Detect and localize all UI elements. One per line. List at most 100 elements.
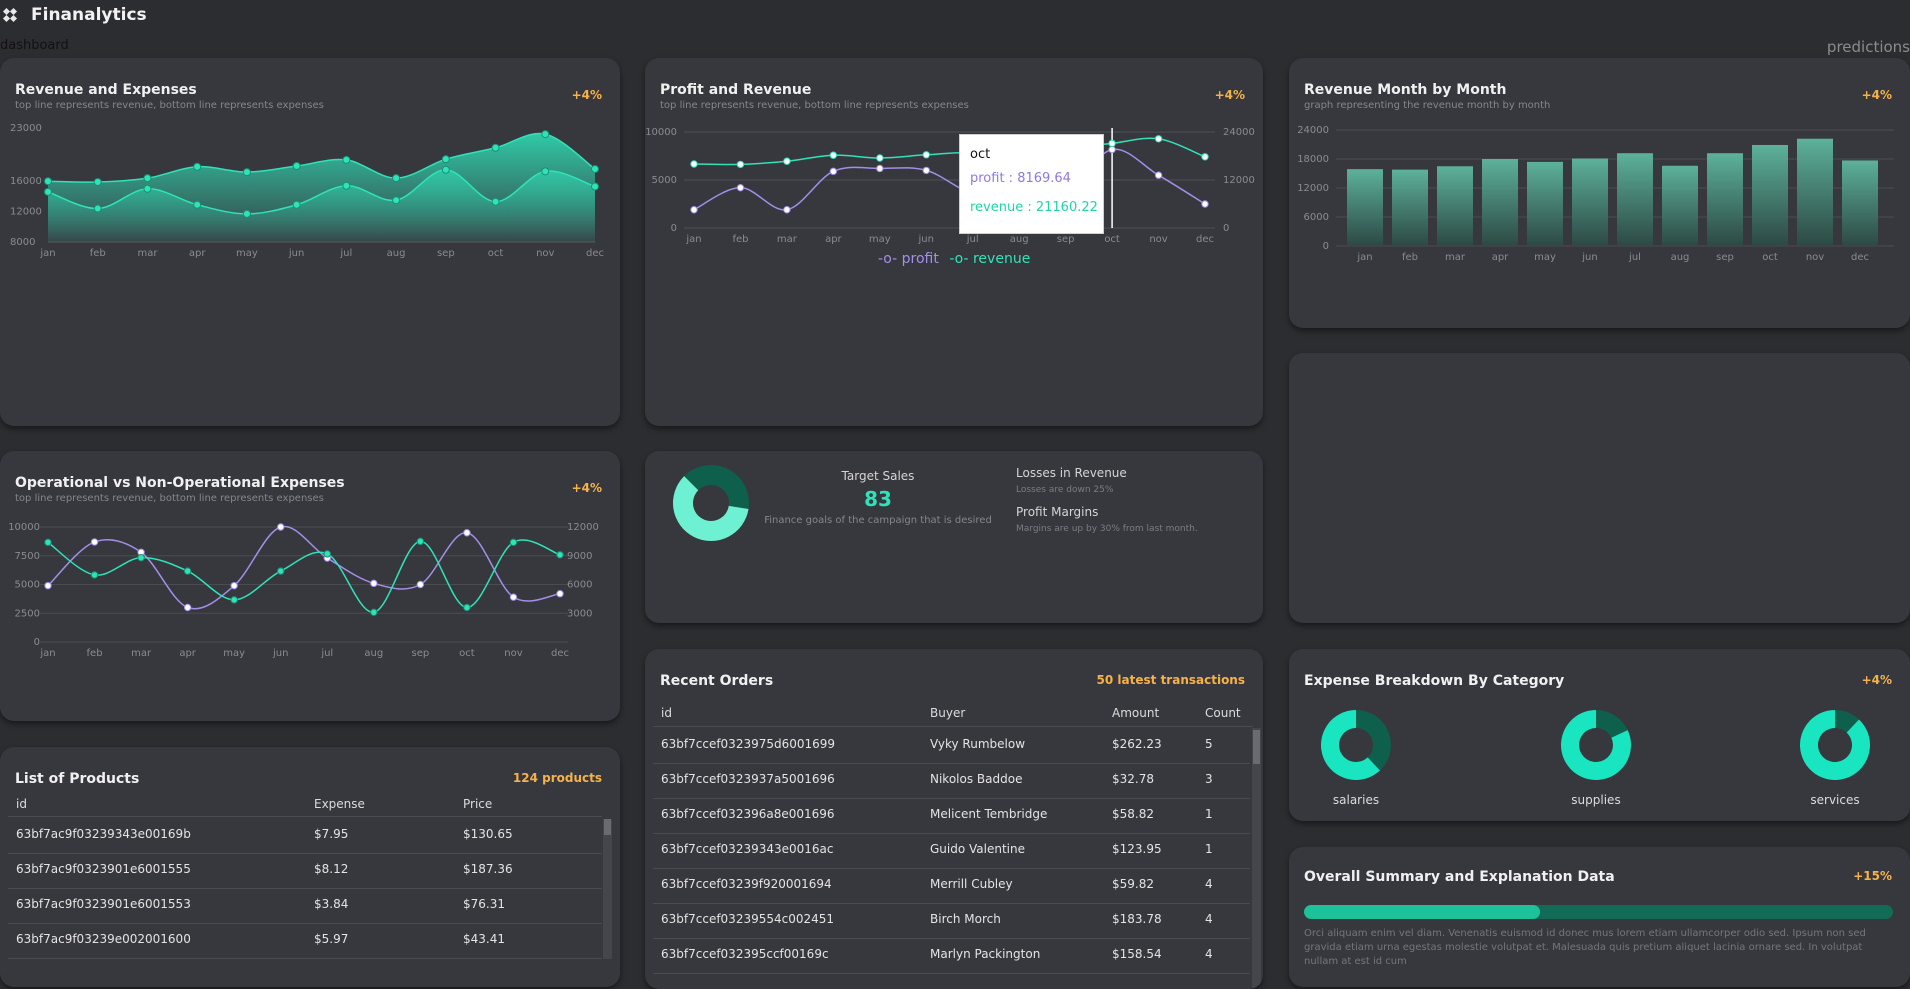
table-cell: 1	[1205, 842, 1213, 856]
donut-remainder-segment	[1835, 710, 1859, 733]
y-tick-label: 16000	[10, 176, 42, 187]
order-row[interactable]: 63bf7ccef03239554c002451 Birch Morch $183.…	[653, 903, 1250, 939]
target-sales-value: 83	[864, 487, 892, 511]
product-row[interactable]: 63bf7ac9f03239e002001600 $5.97 $43.41	[8, 923, 602, 959]
operational-point	[90, 538, 99, 546]
non-operational-point	[416, 537, 425, 546]
column-header-expense[interactable]: Expense	[314, 797, 365, 811]
profit-point	[876, 164, 884, 173]
table-cell: Guido Valentine	[930, 842, 1025, 856]
scrollbar[interactable]	[1252, 728, 1261, 988]
products-table: id Expense Price 63bf7ac9f03239343e00169…	[8, 797, 612, 987]
operational-expenses-chart[interactable]: 10000 7500 5000 2500 0 12000 9000 6000 3000 jan fe…	[0, 511, 620, 711]
operational-point	[44, 581, 52, 590]
operational-point	[230, 581, 238, 590]
revenue-bar	[1347, 169, 1383, 246]
revenue-point	[44, 177, 52, 186]
card-title: List of Products	[15, 771, 140, 787]
product-row[interactable]: 63bf7ac9f03239343e00169b $7.95 $130.65	[8, 818, 602, 854]
x-tick-label: apr	[189, 248, 206, 259]
y-tick-label: 18000	[1297, 154, 1329, 165]
order-row[interactable]: 63bf7ccef03239343e0016ac Guido Valentine $…	[653, 833, 1250, 869]
table-cell: $158.54	[1112, 947, 1162, 961]
losses-note: Losses are down 25%	[1016, 485, 1114, 495]
expense-breakdown-card: Expense Breakdown By Category +4% salari…	[1289, 649, 1910, 821]
card-subtitle: top line represents revenue, bottom line…	[660, 100, 969, 111]
operational-point	[416, 580, 425, 589]
x-tick-label: nov	[536, 248, 554, 259]
product-row[interactable]: 63bf7ac9f0323901e6001553 $3.84 $76.31	[8, 888, 602, 924]
x-tick-label: jul	[1628, 252, 1641, 263]
legend-revenue[interactable]: revenue	[972, 251, 1031, 267]
y-tick-label-left: 5000	[15, 580, 40, 591]
expenses-point	[193, 200, 202, 209]
revenue-bar	[1797, 138, 1833, 246]
y-tick-label-left: 5000	[652, 175, 677, 186]
column-header-amount[interactable]: Amount	[1112, 706, 1160, 720]
expenses-point	[93, 204, 102, 213]
table-cell: 63bf7ac9f03239e002001600	[16, 932, 191, 946]
legend-profit[interactable]: profit	[901, 251, 939, 267]
nav-link-dashboard[interactable]: dashboard	[0, 38, 69, 53]
order-row[interactable]: 63bf7ccef032395ccf00169c Marlyn Packingto…	[653, 938, 1250, 974]
non-operational-point	[556, 551, 564, 559]
profit-point	[783, 206, 791, 214]
operational-point	[556, 590, 564, 598]
services-donut	[1800, 710, 1870, 780]
table-cell: $187.36	[463, 862, 513, 876]
summary-card: Overall Summary and Explanation Data +15…	[1289, 847, 1910, 987]
salaries-donut	[1321, 710, 1391, 780]
donut-value-segment	[673, 476, 749, 541]
revenue-bar	[1707, 153, 1743, 246]
y-tick-label-right: 0	[1223, 223, 1229, 234]
revenue-expenses-chart[interactable]: 23000 16000 12000 8000 jan feb mar apr may jun jul…	[0, 118, 620, 338]
column-header-buyer[interactable]: Buyer	[930, 706, 966, 720]
app-title: Finanalytics	[31, 5, 147, 25]
x-tick-label: dec	[1851, 252, 1869, 263]
scrollbar-thumb[interactable]	[1253, 730, 1260, 764]
column-header-id[interactable]: id	[661, 706, 672, 720]
scrollbar[interactable]	[603, 819, 612, 959]
table-cell: Vyky Rumbelow	[930, 737, 1026, 751]
losses-title: Losses in Revenue	[1016, 466, 1127, 480]
x-tick-label: mar	[131, 648, 152, 659]
order-row[interactable]: 63bf7ccef032396a8e001696 Melicent Tembrid…	[653, 798, 1250, 834]
target-sales-block: Target Sales 83 Finance goals of the cam…	[763, 469, 993, 526]
revenue-month-chart[interactable]: 24000 18000 12000 6000 0 jan feb mar apr may jun ju…	[1289, 118, 1910, 328]
y-tick-label-right: 9000	[567, 551, 592, 562]
profit-point	[922, 166, 930, 175]
y-tick-label: 12000	[10, 207, 42, 218]
breakdown-services: services	[1795, 709, 1875, 807]
order-row[interactable]: 63bf7ccef0323975d6001699 Vyky Rumbelow $26…	[653, 728, 1250, 764]
expenses-point	[44, 187, 52, 196]
order-row[interactable]: 63bf7ccef0323937a5001696 Nikolos Baddoe $3…	[653, 763, 1250, 799]
x-tick-label: sep	[412, 648, 430, 659]
x-tick-label: may	[223, 648, 245, 659]
card-title: Revenue and Expenses	[15, 82, 197, 98]
revenue-line	[47, 132, 596, 183]
revenue-point	[93, 177, 102, 186]
table-cell: 4	[1205, 947, 1213, 961]
profit-revenue-chart[interactable]: 10000 24000 5000 12000 0 0 jan feb mar apr may jun j…	[645, 118, 1263, 278]
order-row[interactable]: 63bf7ccef03239f920001694 Merrill Cubley $5…	[653, 868, 1250, 904]
product-row[interactable]: 63bf7ac9f0323901e6001555 $8.12 $187.36	[8, 853, 602, 889]
profit-point	[690, 206, 698, 214]
x-tick-label: apr	[825, 234, 842, 245]
nav-link-predictions[interactable]: predictions	[1826, 38, 1910, 56]
empty-card	[1289, 353, 1910, 623]
products-card: List of Products 124 products id Expense…	[0, 747, 620, 987]
revenue-point	[193, 162, 202, 171]
table-cell: 1	[1205, 807, 1213, 821]
column-header-id[interactable]: id	[16, 797, 27, 811]
donut-value-segment	[1800, 710, 1870, 780]
x-tick-label: may	[1534, 252, 1556, 263]
non-operational-point	[44, 538, 52, 547]
table-cell: Merrill Cubley	[930, 877, 1013, 891]
scrollbar-thumb[interactable]	[604, 819, 611, 835]
profit-point	[1201, 200, 1209, 208]
revenue-point	[690, 160, 698, 168]
table-cell: $43.41	[463, 932, 505, 946]
x-tick-label: jun	[272, 648, 288, 659]
column-header-price[interactable]: Price	[463, 797, 493, 811]
column-header-count[interactable]: Count	[1205, 706, 1241, 720]
